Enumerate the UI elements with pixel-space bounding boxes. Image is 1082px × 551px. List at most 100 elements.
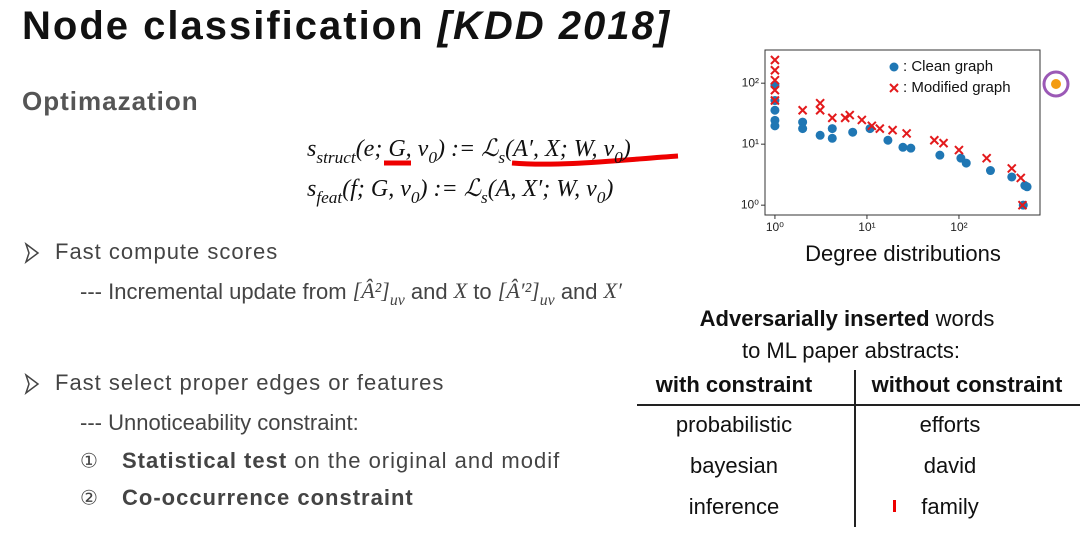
y-tick-label: 10⁰ — [741, 197, 759, 211]
y-tick-label: 10² — [742, 75, 759, 89]
point — [827, 133, 837, 143]
bullet-arrow — [24, 241, 40, 265]
table-cell: inference — [689, 494, 780, 519]
point — [901, 128, 912, 139]
point — [770, 85, 780, 95]
table-cell: family — [921, 494, 978, 519]
point — [845, 110, 855, 120]
point — [935, 150, 945, 160]
heading-bold: Adversarially inserted — [700, 306, 930, 331]
point — [1016, 173, 1026, 183]
underline — [511, 153, 679, 167]
point — [770, 105, 780, 115]
subtitle: Optimazation — [22, 86, 199, 116]
point — [798, 124, 808, 134]
segment: --- Unnoticeability constraint: — [80, 410, 359, 435]
point — [929, 135, 940, 145]
table-cell: probabilistic — [676, 412, 792, 437]
point — [898, 142, 908, 152]
segment: s — [481, 188, 488, 207]
x-axis-label: Degree distributions — [805, 241, 1001, 266]
bullet-arrow — [24, 372, 40, 396]
logo — [1051, 79, 1061, 89]
point — [906, 143, 916, 153]
segment: 0 — [428, 148, 437, 167]
point — [770, 75, 780, 85]
item-rest: on the original and modif — [287, 448, 560, 473]
segment: --- Incremental update from — [80, 279, 353, 304]
item-text: Statistical test on the original and mod… — [122, 448, 560, 473]
point — [985, 166, 995, 176]
segment: struct — [316, 148, 357, 167]
table-cell: david — [924, 453, 977, 478]
legend-label: : Clean graph — [903, 58, 993, 75]
slide-title: Node classification [KDD 2018] — [22, 4, 671, 48]
rich-line: sfeat(f; G, v0) := ℒs(A, X′; W, v0) — [307, 176, 613, 208]
segment: (A′, X; W, v — [505, 136, 614, 162]
chart-panel — [735, 48, 1082, 273]
item-bold: Co-occurrence constraint — [122, 485, 414, 510]
point — [827, 124, 837, 134]
segment: s — [498, 148, 505, 167]
legend-marker — [889, 62, 899, 72]
bullet-text: Fast compute scores — [55, 239, 278, 264]
point — [867, 121, 877, 131]
segment: (f; G, v — [342, 176, 411, 202]
x-tick-label: 10² — [950, 220, 967, 234]
point — [954, 145, 964, 155]
segment: uv — [540, 292, 556, 309]
segment: ) — [621, 136, 631, 162]
point — [815, 130, 825, 140]
item-marker: ① — [80, 450, 98, 472]
point — [770, 121, 780, 131]
point — [883, 135, 893, 145]
point — [938, 138, 949, 148]
x-tick-label: 10⁰ — [766, 220, 784, 234]
bullet-text: Fast select proper edges or features — [55, 370, 444, 395]
segment: s — [307, 176, 316, 202]
point — [770, 65, 780, 75]
legend-marker — [889, 83, 899, 93]
segment: and — [555, 279, 604, 304]
item-text: Co-occurrence constraint — [122, 485, 414, 510]
item-bold: Statistical test — [122, 448, 287, 473]
point — [1007, 163, 1017, 174]
title-venue: [KDD 2018] — [436, 4, 671, 48]
point — [1017, 200, 1028, 210]
point — [770, 95, 780, 106]
segment: 0 — [597, 188, 606, 207]
point — [815, 98, 825, 108]
point — [848, 127, 858, 137]
segment: ) := ℒ — [418, 176, 482, 202]
segment: 0 — [411, 188, 420, 207]
segment: [Â²] — [353, 278, 390, 303]
point — [798, 117, 808, 127]
rich-line: --- Incremental update from [Â²]uv and X… — [80, 278, 623, 309]
x-tick-label: 10¹ — [858, 220, 875, 234]
rich-line: --- Unnoticeability constraint: — [80, 410, 359, 435]
point — [961, 158, 971, 168]
segment: feat — [316, 188, 343, 207]
segment: (e; G, v — [356, 136, 429, 162]
point — [981, 153, 992, 163]
point — [887, 125, 898, 135]
plot-frame — [764, 49, 1041, 216]
table-heading: to ML paper abstracts: — [742, 338, 960, 363]
point — [1022, 182, 1032, 192]
segment: ) := ℒ — [435, 136, 499, 162]
point — [857, 115, 867, 125]
point — [1007, 172, 1017, 182]
table-cell: bayesian — [690, 453, 778, 478]
segment: (A, X′; W, v — [488, 176, 597, 202]
segment: 0 — [614, 148, 623, 167]
point — [770, 55, 780, 65]
column-header: with constraint — [655, 372, 813, 397]
heading-rest: words — [930, 306, 995, 331]
title-main: Node classification — [22, 4, 438, 48]
table-heading: Adversarially inserted words — [700, 306, 995, 331]
segment: s — [307, 136, 316, 162]
segment: and — [405, 279, 454, 304]
annotation-mark — [893, 500, 896, 512]
